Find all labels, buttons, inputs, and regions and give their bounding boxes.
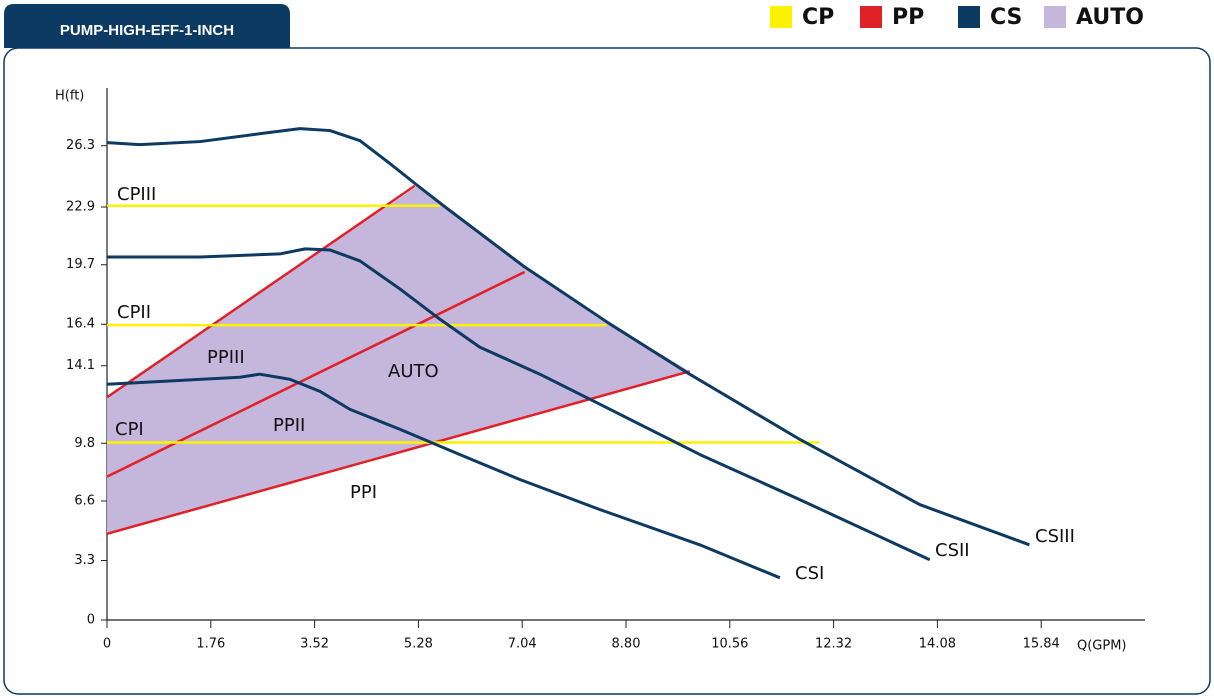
y-tick-label: 16.4 [66, 317, 95, 332]
x-tick-label: 1.76 [196, 637, 225, 652]
legend-label: CS [990, 5, 1022, 30]
legend-label: PP [892, 5, 924, 30]
curve-label: CPI [115, 419, 144, 440]
y-tick-label: 9.8 [74, 436, 95, 451]
y-tick-label: 6.6 [74, 493, 95, 508]
curve [107, 247, 931, 562]
region-label: AUTO [388, 361, 439, 382]
legend-swatch [860, 6, 882, 28]
curve [106, 370, 691, 536]
legend-swatch [958, 6, 980, 28]
curve-label: CSI [795, 563, 824, 584]
y-tick-label: 14.1 [66, 358, 95, 373]
legend-swatch [1044, 6, 1066, 28]
curve [106, 127, 1030, 547]
curve-label: PPI [350, 482, 377, 503]
y-tick-label: 3.3 [74, 553, 95, 568]
curve [106, 184, 416, 399]
x-axis-label: Q(GPM) [1077, 639, 1127, 654]
x-tick-label: 12.32 [815, 637, 852, 652]
chart-title: PUMP-HIGH-EFF-1-INCH [60, 22, 234, 39]
legend-label: CP [802, 5, 834, 30]
x-tick-label: 3.52 [300, 637, 329, 652]
curve-label: CSIII [1035, 526, 1075, 547]
curve-label: CPII [117, 302, 151, 323]
curve-label: CPIII [117, 184, 156, 205]
x-tick-label: 14.08 [919, 637, 956, 652]
y-tick-label: 0 [87, 613, 95, 628]
x-tick-label: 7.04 [508, 637, 537, 652]
x-tick-label: 5.28 [404, 637, 433, 652]
curve-label: CSII [935, 540, 970, 561]
x-tick-label: 10.56 [711, 637, 748, 652]
x-tick-label: 8.80 [612, 637, 641, 652]
y-tick-label: 19.7 [66, 257, 95, 272]
y-axis-label: H(ft) [55, 89, 84, 104]
title-tab [4, 4, 290, 48]
legend-swatch [770, 6, 792, 28]
y-tick-label: 26.3 [66, 138, 95, 153]
legend-label: AUTO [1076, 5, 1144, 30]
curve-label: PPII [273, 415, 305, 436]
curve-label: PPIII [207, 347, 245, 368]
x-tick-label: 0 [103, 637, 111, 652]
y-tick-label: 22.9 [66, 200, 95, 215]
curve [106, 372, 781, 580]
x-tick-label: 15.84 [1023, 637, 1060, 652]
frame [3, 47, 1211, 695]
auto-region [107, 185, 690, 534]
